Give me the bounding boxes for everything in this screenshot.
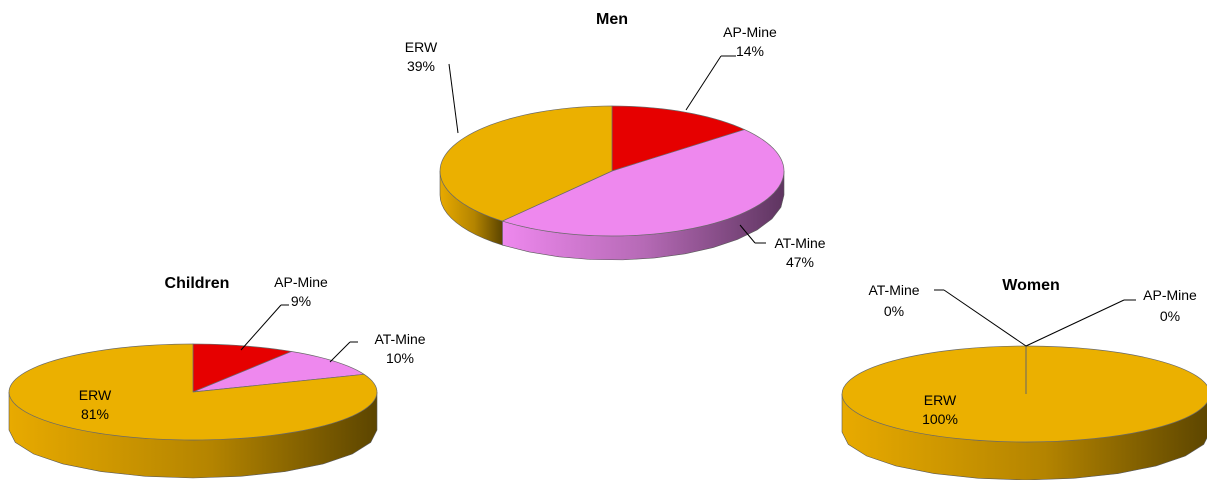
- label-women-at-name: AT-Mine: [868, 282, 919, 298]
- leader-men-at: [739, 224, 756, 244]
- label-men-erw-pct: 39%: [407, 58, 435, 74]
- label-children-at-name: AT-Mine: [374, 331, 425, 347]
- leader-men-ap: [685, 55, 722, 111]
- pie-children-title: Children: [165, 275, 230, 292]
- label-men-ap-name: AP-Mine: [723, 24, 777, 40]
- label-children-ap-name: AP-Mine: [274, 274, 328, 290]
- leader-children-at: [329, 341, 351, 363]
- label-men-at-pct: 47%: [786, 254, 814, 270]
- leader-children-ap: [240, 304, 282, 351]
- leader-women-ap: [1025, 299, 1125, 347]
- pie-women-title: Women: [1002, 277, 1059, 294]
- label-women-ap-pct: 0%: [1160, 308, 1180, 324]
- label-men-at-name: AT-Mine: [774, 235, 825, 251]
- pie-children: Children AP-Mine 9% AT-Mine 10% ERW 81%: [8, 274, 426, 479]
- label-men-erw-name: ERW: [405, 39, 438, 55]
- pie-men: Men AP-Mine 14% ERW 39% AT-Mine 47%: [405, 11, 826, 270]
- label-children-ap-pct: 9%: [291, 293, 311, 309]
- pie-women-graphics: [841, 345, 1207, 481]
- pie-children-slice-erw: [8, 343, 378, 441]
- pie-men-slice-ap-mine: [611, 105, 745, 172]
- pie-men-graphics: [439, 105, 785, 261]
- pie-men-slice-erw: [439, 105, 613, 222]
- pie-children-slice-at-mine: [192, 351, 365, 393]
- label-women-erw-pct: 100%: [922, 411, 958, 427]
- label-men-ap-pct: 14%: [736, 43, 764, 59]
- leader-men-erw: [448, 63, 459, 134]
- pie-women: Women AT-Mine 0% AP-Mine 0% ERW 100%: [841, 277, 1207, 481]
- label-women-at-pct: 0%: [884, 303, 904, 319]
- pie-men-slice-at-mine: [502, 129, 785, 237]
- label-children-erw-pct: 81%: [81, 406, 109, 422]
- leader-women-at: [943, 289, 1027, 347]
- label-women-erw-name: ERW: [924, 392, 957, 408]
- label-children-at-pct: 10%: [386, 350, 414, 366]
- pie-men-title: Men: [596, 11, 628, 28]
- label-women-ap-name: AP-Mine: [1143, 287, 1197, 303]
- pie-children-graphics: [8, 343, 378, 479]
- label-children-erw-name: ERW: [79, 387, 112, 403]
- pie-women-slice-erw: [841, 345, 1207, 443]
